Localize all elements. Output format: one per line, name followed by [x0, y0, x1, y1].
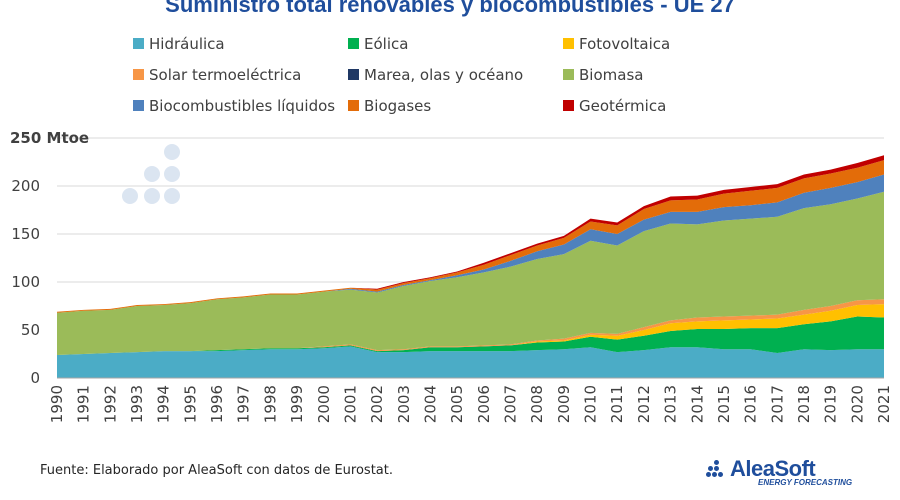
x-tick-labels: 1990 1991 1992 1993 1994 1995 1996 1997 1998 1999…	[48, 385, 893, 423]
x-tick-label: 1994	[155, 385, 173, 423]
x-tick-label: 2008	[528, 385, 546, 423]
aleasoft-logo: AleaSoft ENERGY FORECASTING	[706, 456, 866, 492]
plot-areas	[57, 155, 884, 378]
legend-swatch	[348, 69, 359, 80]
watermark-dot	[144, 166, 160, 182]
legend-item-label: Hidráulica	[149, 35, 225, 53]
x-tick-label: 2004	[421, 385, 439, 423]
x-tick-label: 2000	[315, 385, 333, 423]
legend-item-label: Marea, olas y océano	[364, 66, 523, 84]
x-tick-label: 1999	[288, 385, 306, 423]
chart-title: Suministro total renovables y biocombust…	[165, 0, 735, 17]
y-tick-label: 50	[21, 321, 40, 339]
area-series-1	[57, 316, 884, 355]
y-tick-label: 200	[11, 177, 40, 195]
x-tick-label: 2021	[875, 385, 893, 423]
x-tick-label: 2005	[448, 385, 466, 423]
x-tick-label: 1990	[48, 385, 66, 423]
x-tick-label: 2014	[688, 385, 706, 423]
y-tick-labels: 0 50 100 150 200 250 Mtoe	[10, 129, 89, 387]
x-tick-label: 2003	[395, 385, 413, 423]
watermark-dot	[144, 188, 160, 204]
legend-swatch	[563, 69, 574, 80]
logo-name: AleaSoft	[730, 456, 816, 481]
legend-swatch	[348, 100, 359, 111]
legend-item-label: Geotérmica	[579, 97, 666, 115]
legend-swatch	[133, 38, 144, 49]
x-tick-label: 1991	[75, 385, 93, 423]
x-tick-label: 2012	[635, 385, 653, 423]
watermark-dot	[122, 188, 138, 204]
x-tick-label: 1995	[181, 385, 199, 423]
x-tick-label: 1997	[235, 385, 253, 423]
y-tick-label: 250 Mtoe	[10, 129, 89, 147]
y-tick-label: 150	[11, 225, 40, 243]
x-tick-label: 2011	[608, 385, 626, 423]
x-tick-label: 2020	[848, 385, 866, 423]
x-tick-label: 2002	[368, 385, 386, 423]
x-tick-label: 1993	[128, 385, 146, 423]
legend-item-label: Solar termoeléctrica	[149, 66, 301, 84]
x-tick-label: 2006	[475, 385, 493, 423]
x-tick-label: 2009	[555, 385, 573, 423]
x-tick-label: 2013	[662, 385, 680, 423]
logo-dots-icon	[706, 460, 728, 478]
source-note: Fuente: Elaborado por AleaSoft con datos…	[40, 463, 393, 478]
area-series-5	[57, 191, 884, 355]
watermark-dot	[164, 166, 180, 182]
legend-item-label: Biomasa	[579, 66, 643, 84]
x-tick-label: 2007	[502, 385, 520, 423]
legend-item-label: Biogases	[364, 97, 431, 115]
watermark-dot	[164, 144, 180, 160]
watermark-dots	[122, 144, 180, 204]
x-tick-label: 2017	[768, 385, 786, 423]
legend-swatch	[133, 100, 144, 111]
area-series-0	[57, 346, 884, 378]
x-tick-label: 2015	[715, 385, 733, 423]
legend-swatch	[133, 69, 144, 80]
logo-tagline: ENERGY FORECASTING	[758, 478, 853, 487]
legend-item-label: Eólica	[364, 35, 408, 53]
y-tick-label: 100	[11, 273, 40, 291]
legend: Hidráulica Eólica Fotovoltaica Solar termoe…	[133, 35, 670, 115]
y-tick-label: 0	[30, 369, 40, 387]
x-tick-label: 2001	[341, 385, 359, 423]
x-tick-label: 1996	[208, 385, 226, 423]
x-tick-label: 1998	[261, 385, 279, 423]
watermark-dot	[164, 188, 180, 204]
x-tick-label: 2010	[582, 385, 600, 423]
legend-swatch	[563, 100, 574, 111]
legend-swatch	[348, 38, 359, 49]
legend-item-label: Fotovoltaica	[579, 35, 670, 53]
x-tick-label: 2018	[795, 385, 813, 423]
x-tick-label: 2016	[742, 385, 760, 423]
legend-item-label: Biocombustibles líquidos	[149, 97, 335, 115]
x-tick-label: 1992	[101, 385, 119, 423]
x-tick-label: 2019	[822, 385, 840, 423]
legend-swatch	[563, 38, 574, 49]
